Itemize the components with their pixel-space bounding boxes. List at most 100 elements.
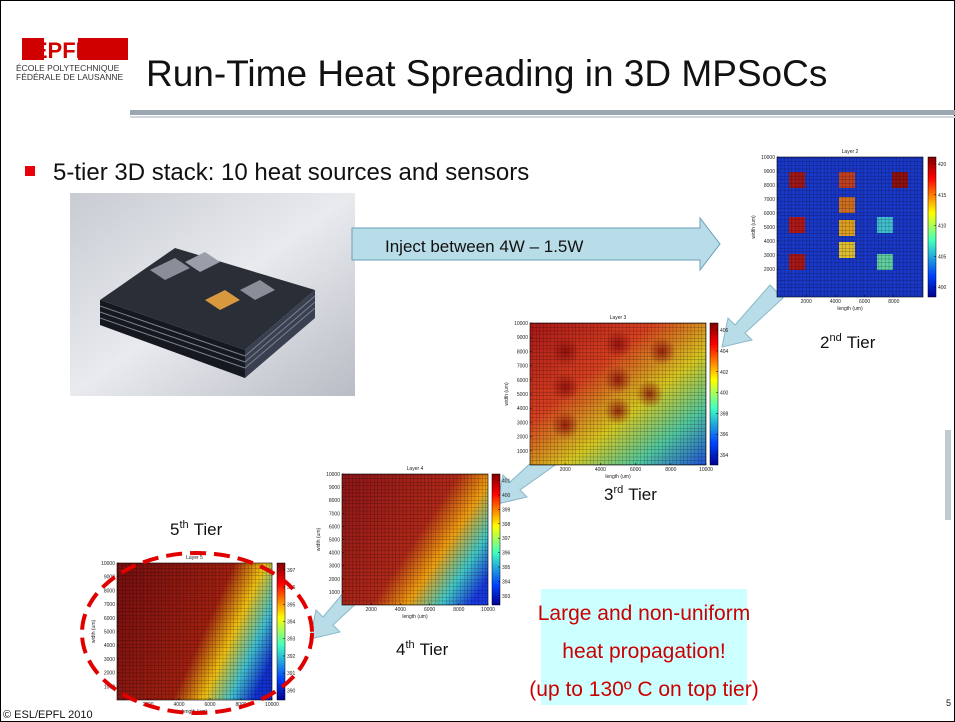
y-tick-label: 7000 — [104, 602, 115, 608]
x-tick-label: 6000 — [630, 467, 641, 473]
heatmap-grid — [777, 157, 923, 297]
y-tick-label: 10000 — [101, 561, 115, 567]
title-underline — [130, 110, 955, 115]
x-tick-label: 10000 — [699, 467, 713, 473]
plot-title: Layer 5 — [186, 555, 203, 561]
x-tick-label: 4000 — [395, 607, 406, 613]
slide-title: Run-Time Heat Spreading in 3D MPSoCs — [146, 53, 827, 94]
tier-number: 3 — [604, 485, 613, 504]
colorbar-tick-label: 398 — [720, 411, 729, 417]
colorbar-tick-label: 396 — [720, 432, 729, 438]
title-underline-shadow — [130, 116, 955, 118]
bullet-text: 5-tier 3D stack: 10 heat sources and sen… — [53, 159, 529, 186]
tier-number: 5 — [170, 520, 179, 539]
colorbar — [710, 323, 718, 465]
x-axis-label: length (um) — [605, 474, 631, 480]
y-tick-label: 8000 — [517, 349, 528, 355]
colorbar-tick-label: 396 — [502, 551, 511, 557]
colorbar-tick-label: 393 — [502, 594, 511, 600]
colorbar-tick-label: 394 — [720, 453, 729, 459]
y-tick-label: 8000 — [764, 183, 775, 189]
x-tick-label: 6000 — [204, 702, 215, 708]
x-tick-label: 8000 — [453, 607, 464, 613]
colorbar-tick-label: 404 — [720, 349, 729, 355]
y-tick-label: 10000 — [761, 155, 775, 161]
callout-line: (up to 130º C on top tier) — [529, 678, 758, 701]
y-tick-label: 3000 — [764, 253, 775, 259]
x-axis-label: length (um) — [402, 614, 428, 620]
page-number: 5 — [946, 698, 951, 708]
colorbar — [277, 563, 285, 700]
x-tick-label: 8000 — [665, 467, 676, 473]
tier-word: Tier — [420, 640, 449, 659]
tier-label: 5th Tier — [170, 519, 223, 539]
y-axis-label: width (um) — [504, 382, 510, 406]
y-tick-label: 2000 — [517, 435, 528, 441]
colorbar-tick-label: 390 — [287, 688, 296, 694]
colorbar — [492, 474, 500, 605]
tier-number: 4 — [396, 640, 405, 659]
colorbar-tick-label: 420 — [938, 162, 947, 168]
colorbar-tick-label: 397 — [287, 568, 296, 574]
y-tick-label: 4000 — [764, 239, 775, 245]
y-tick-label: 4000 — [517, 406, 528, 412]
y-tick-label: 3000 — [329, 564, 340, 570]
y-axis-label: width (um) — [91, 619, 97, 643]
tier-label: 3rd Tier — [604, 484, 657, 504]
colorbar-tick-label: 393 — [287, 637, 296, 643]
colorbar-tick-label: 400 — [720, 391, 729, 397]
colorbar-tick-label: 410 — [938, 224, 947, 230]
y-tick-label: 6000 — [104, 616, 115, 622]
colorbar — [928, 157, 936, 297]
plot-title: Layer 4 — [407, 466, 424, 472]
y-tick-label: 3000 — [104, 657, 115, 663]
y-tick-label: 6000 — [517, 378, 528, 384]
y-axis-label: width (um) — [316, 527, 322, 551]
heatmap-grid — [342, 474, 488, 605]
callout-line: heat propagation! — [562, 640, 725, 663]
x-tick-label: 10000 — [265, 702, 279, 708]
y-tick-label: 9000 — [764, 169, 775, 175]
heatmap-grid — [530, 323, 706, 465]
tier-word: Tier — [628, 485, 657, 504]
colorbar-tick-label: 401 — [502, 479, 511, 485]
colorbar-tick-label: 397 — [502, 536, 511, 542]
logo: EPFL — [33, 38, 89, 63]
colorbar-tick-label: 392 — [287, 654, 296, 660]
tier-label: 4th Tier — [396, 639, 449, 659]
colorbar-tick-label: 399 — [502, 507, 511, 513]
heatmap-grid — [117, 563, 272, 700]
callout-line: Large and non-uniform — [538, 602, 750, 625]
y-tick-label: 5000 — [104, 630, 115, 636]
y-tick-label: 3000 — [517, 420, 528, 426]
colorbar-tick-label: 400 — [938, 285, 947, 291]
x-tick-label: 6000 — [424, 607, 435, 613]
y-tick-label: 4000 — [104, 643, 115, 649]
y-tick-label: 10000 — [514, 321, 528, 327]
y-tick-label: 4000 — [329, 551, 340, 557]
tier-suffix: rd — [613, 484, 623, 496]
y-tick-label: 1000 — [329, 590, 340, 596]
x-tick-label: 6000 — [859, 299, 870, 305]
x-tick-label: 2000 — [366, 607, 377, 613]
y-tick-label: 7000 — [329, 511, 340, 517]
y-tick-label: 7000 — [517, 364, 528, 370]
slide: EPFL ÉCOLE POLYTECHNIQUE FÉDÉRALE DE LAU… — [0, 0, 955, 722]
colorbar-tick-label: 415 — [938, 193, 947, 199]
tier-suffix: th — [405, 639, 414, 651]
y-tick-label: 9000 — [517, 335, 528, 341]
y-tick-label: 2000 — [329, 577, 340, 583]
tier-number: 2 — [820, 333, 829, 352]
school-name: FÉDÉRALE DE LAUSANNE — [16, 72, 124, 82]
colorbar-tick-label: 394 — [287, 620, 296, 626]
tier-suffix: th — [179, 519, 188, 531]
y-tick-label: 2000 — [104, 671, 115, 677]
tier-word: Tier — [194, 520, 223, 539]
plot-title: Layer 3 — [610, 315, 627, 321]
x-axis-label: length (um) — [837, 306, 863, 312]
bullet-marker — [25, 166, 35, 176]
colorbar-tick-label: 395 — [287, 602, 296, 608]
colorbar-tick-label: 406 — [720, 328, 729, 334]
inject-label: Inject between 4W – 1.5W — [385, 237, 583, 256]
